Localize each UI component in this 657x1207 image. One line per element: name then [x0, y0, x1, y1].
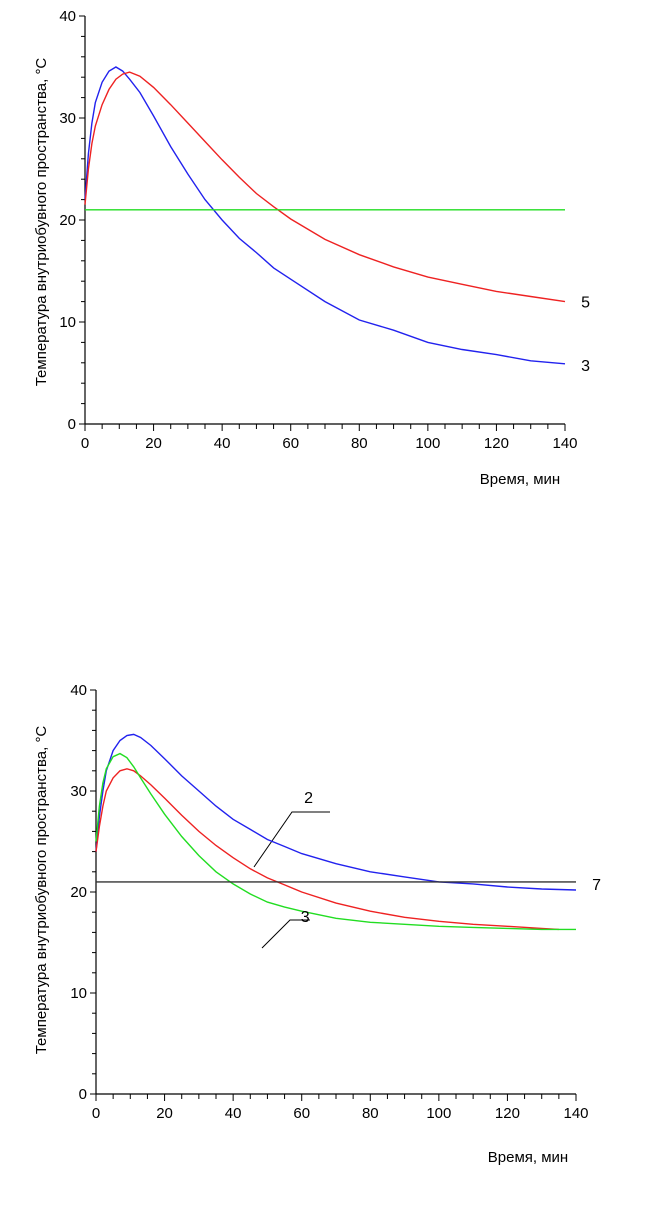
leader-line-3 — [261, 919, 310, 949]
y-tick-label: 10 — [70, 985, 87, 1002]
x-axis-title: Время, мин — [488, 1149, 568, 1166]
x-tick-label: 40 — [214, 435, 231, 452]
x-tick-label: 20 — [156, 1105, 173, 1122]
y-axis-title: Температура внутриобувного пространства,… — [33, 58, 50, 387]
x-tick-label: 40 — [225, 1105, 242, 1122]
y-tick-label: 30 — [70, 783, 87, 800]
y-tick-label: 20 — [70, 884, 87, 901]
x-axis-title: Время, мин — [480, 471, 560, 488]
series-line — [95, 768, 559, 931]
x-tick-label: 120 — [484, 435, 509, 452]
series-line — [84, 71, 566, 303]
chart-temperature-1: 0 10 20 30 40 0 20 40 60 80 100 120 140 Температура … — [33, 8, 590, 488]
y-tick-label: 30 — [59, 110, 76, 127]
x-tick-label: 60 — [293, 1105, 310, 1122]
y-tick-label: 40 — [59, 8, 76, 25]
x-tick-label: 100 — [426, 1105, 451, 1122]
curve-label: 7 — [592, 877, 601, 894]
y-tick-label: 0 — [79, 1086, 87, 1103]
x-tick-label: 0 — [81, 435, 89, 452]
y-tick-label: 40 — [70, 682, 87, 699]
x-tick-label: 100 — [415, 435, 440, 452]
x-tick-label: 80 — [351, 435, 368, 452]
x-tick-label: 140 — [563, 1105, 588, 1122]
series-line — [84, 66, 566, 365]
x-tick-label: 80 — [362, 1105, 379, 1122]
y-tick-label: 10 — [59, 314, 76, 331]
leader-line-2 — [253, 811, 330, 868]
series-line — [95, 733, 577, 891]
x-tick-label: 140 — [552, 435, 577, 452]
x-tick-label: 20 — [145, 435, 162, 452]
curve-label: 3 — [301, 909, 310, 926]
curve-label: 5 — [581, 295, 590, 312]
x-tick-label: 60 — [282, 435, 299, 452]
y-axis-title: Температура внутриобувного пространства,… — [33, 726, 50, 1055]
curve-label: 2 — [304, 790, 313, 807]
y-tick-label: 20 — [59, 212, 76, 229]
chart-temperature-2: 0 10 20 30 40 0 20 40 60 80 100 120 140 Температура … — [33, 682, 601, 1166]
x-tick-label: 0 — [92, 1105, 100, 1122]
curve-label: 3 — [581, 358, 590, 375]
series-line — [95, 752, 576, 931]
x-tick-label: 120 — [495, 1105, 520, 1122]
y-tick-label: 0 — [68, 416, 76, 433]
